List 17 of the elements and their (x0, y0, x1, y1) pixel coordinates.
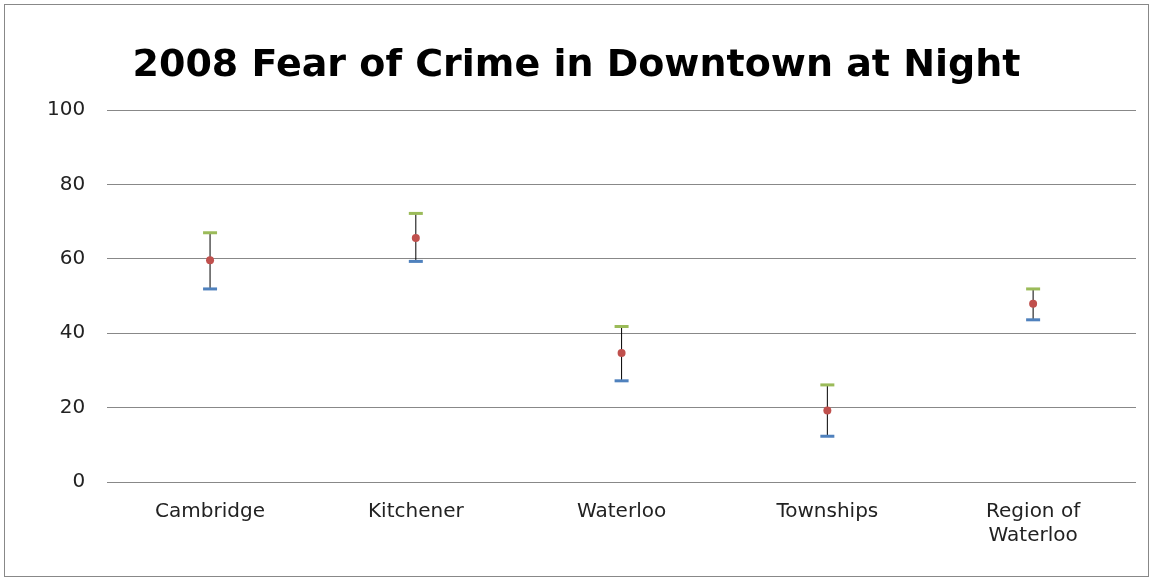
point (411, 233, 420, 242)
y-tick-label: 80 (59, 170, 86, 195)
point (206, 256, 215, 265)
y-tick-label: 60 (59, 245, 86, 269)
x-tick-label: Waterloo (577, 498, 667, 523)
y-tick-label: 0 (72, 468, 86, 493)
point (1029, 299, 1038, 308)
x-tick-label: Kitchener (367, 498, 465, 523)
chart-title: 2008 Fear of Crime in Downtown at Night (131, 41, 1022, 85)
point (823, 406, 832, 415)
y-tick-label: 40 (59, 319, 86, 344)
x-tick-label: Region of Waterloo (986, 498, 1082, 547)
x-tick-label: Townships (775, 498, 879, 523)
x-tick-label: Cambridge (155, 498, 265, 523)
y-tick-label: 100 (46, 96, 86, 121)
y-tick-label: 20 (59, 393, 86, 418)
point (617, 348, 626, 357)
